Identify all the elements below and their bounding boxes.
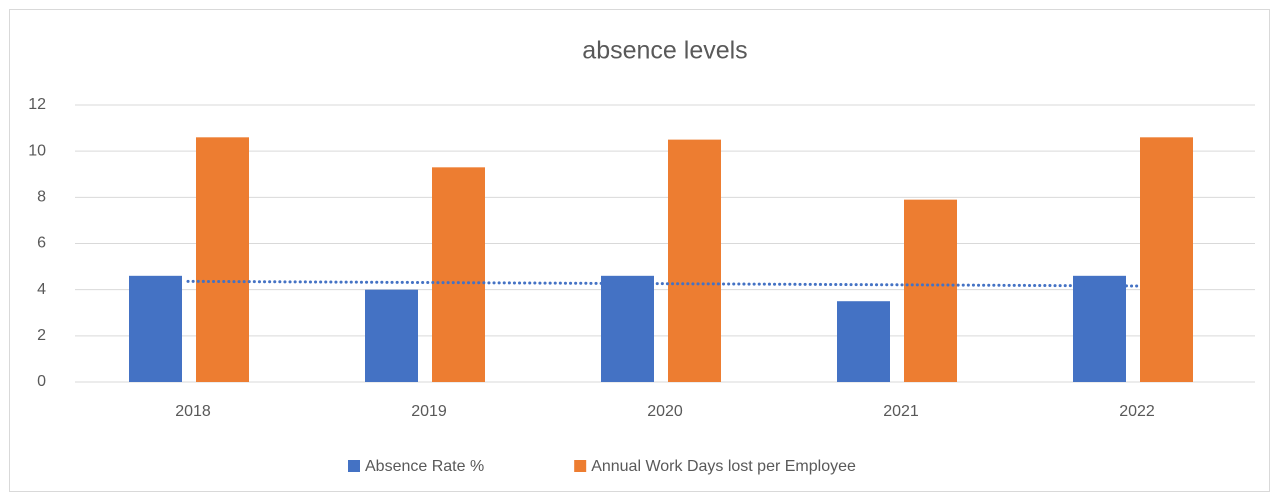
x-tick-label: 2019	[411, 403, 447, 420]
bar	[668, 139, 721, 382]
y-tick-label: 12	[28, 96, 46, 113]
chart-title: absence levels	[582, 37, 747, 65]
bar	[601, 275, 654, 382]
y-tick-label: 6	[37, 235, 46, 252]
bar	[196, 137, 249, 382]
bar	[904, 199, 957, 382]
x-tick-label: 2022	[1119, 403, 1155, 420]
bar	[1073, 275, 1126, 382]
bar	[129, 275, 182, 382]
y-tick-label: 10	[28, 142, 46, 159]
legend-label: Annual Work Days lost per Employee	[591, 458, 856, 475]
y-tick-label: 0	[37, 373, 46, 390]
legend-label: Absence Rate %	[365, 458, 484, 475]
bar	[365, 289, 418, 382]
x-tick-label: 2018	[175, 403, 211, 420]
bar	[837, 301, 890, 382]
x-tick-label: 2020	[647, 403, 683, 420]
trendline	[186, 279, 1139, 288]
y-tick-label: 8	[37, 189, 46, 206]
y-tick-label: 4	[37, 281, 46, 298]
bar	[1140, 137, 1193, 382]
y-tick-label: 2	[37, 327, 46, 344]
x-tick-label: 2021	[883, 403, 919, 420]
legend-swatch	[574, 460, 587, 472]
bar	[432, 167, 485, 382]
legend-swatch	[348, 460, 360, 472]
